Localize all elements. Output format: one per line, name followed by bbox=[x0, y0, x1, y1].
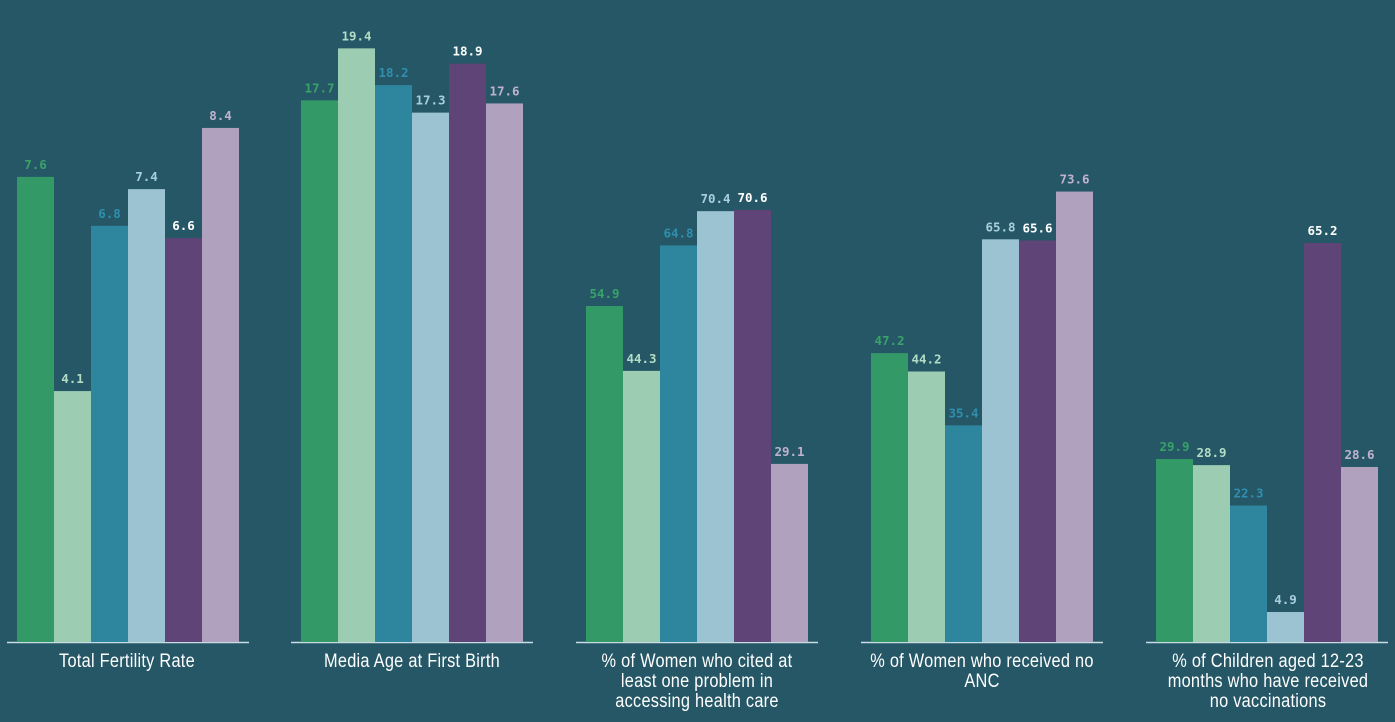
data-label-g4-s0: 29.9 bbox=[1159, 439, 1189, 454]
bar-g3-s3 bbox=[982, 239, 1019, 642]
bar-g4-s4 bbox=[1304, 242, 1341, 642]
bar-g0-s4 bbox=[165, 238, 202, 642]
data-label-g1-s1: 19.4 bbox=[341, 28, 371, 43]
bar-g1-s4 bbox=[449, 63, 486, 643]
bar-g0-s1 bbox=[54, 391, 91, 642]
data-label-g4-s3: 4.9 bbox=[1274, 592, 1297, 607]
bar-g3-s4 bbox=[1019, 240, 1056, 642]
bar-g0-s2 bbox=[91, 225, 128, 642]
bar-g2-s0 bbox=[586, 306, 623, 642]
bar-g4-s1 bbox=[1193, 465, 1230, 642]
bar-g3-s2 bbox=[945, 425, 982, 642]
bar-g1-s0 bbox=[301, 100, 338, 642]
data-label-g1-s5: 17.6 bbox=[489, 83, 519, 98]
bar-g3-s0 bbox=[871, 353, 908, 642]
category-label-3: % of Women who received no ANC bbox=[870, 651, 1094, 692]
category-label-4: % of Children aged 12-23 months who have… bbox=[1167, 651, 1369, 712]
data-label-g4-s4: 65.2 bbox=[1307, 223, 1337, 238]
data-label-g2-s3: 70.4 bbox=[700, 191, 730, 206]
data-label-g4-s2: 22.3 bbox=[1233, 486, 1263, 501]
data-label-g3-s5: 73.6 bbox=[1059, 172, 1089, 187]
bar-g0-s0 bbox=[17, 176, 54, 642]
bar-g2-s5 bbox=[771, 463, 808, 642]
data-label-g2-s1: 44.3 bbox=[626, 351, 656, 366]
data-label-g1-s2: 18.2 bbox=[378, 65, 408, 80]
data-label-g0-s1: 4.1 bbox=[61, 371, 84, 386]
bar-g2-s3 bbox=[697, 211, 734, 643]
data-label-g3-s1: 44.2 bbox=[911, 351, 941, 366]
bar-g2-s4 bbox=[734, 209, 771, 643]
data-label-g0-s3: 7.4 bbox=[135, 169, 158, 184]
bar-g1-s2 bbox=[375, 85, 412, 642]
data-label-g3-s4: 65.6 bbox=[1022, 221, 1052, 236]
data-label-g3-s2: 35.4 bbox=[948, 405, 978, 420]
data-label-g2-s4: 70.6 bbox=[737, 190, 767, 205]
data-label-g0-s5: 8.4 bbox=[209, 108, 232, 123]
bar-g4-s3 bbox=[1267, 612, 1304, 642]
bar-g0-s5 bbox=[202, 127, 239, 643]
category-label-1: Media Age at First Birth bbox=[323, 651, 501, 672]
data-label-g2-s0: 54.9 bbox=[589, 286, 619, 301]
data-label-g4-s1: 28.9 bbox=[1196, 445, 1226, 460]
data-label-g0-s2: 6.8 bbox=[98, 206, 121, 221]
category-label-2: % of Women who cited at least one proble… bbox=[601, 651, 793, 712]
data-label-g4-s5: 28.6 bbox=[1344, 447, 1374, 462]
bar-g0-s3 bbox=[128, 189, 165, 642]
data-label-g0-s4: 6.6 bbox=[172, 218, 195, 233]
bar-g2-s1 bbox=[623, 370, 660, 642]
data-label-g1-s4: 18.9 bbox=[452, 44, 482, 59]
data-label-g3-s0: 47.2 bbox=[874, 333, 904, 348]
bar-g4-s2 bbox=[1230, 505, 1267, 642]
bar-g1-s3 bbox=[412, 112, 449, 643]
data-label-g1-s0: 17.7 bbox=[304, 80, 334, 95]
bar-g1-s1 bbox=[338, 48, 375, 643]
bar-g3-s5 bbox=[1056, 191, 1093, 642]
category-label-0: Total Fertility Rate bbox=[59, 651, 195, 672]
bar-g2-s2 bbox=[660, 245, 697, 642]
bar-g3-s1 bbox=[908, 371, 945, 642]
bar-g4-s0 bbox=[1156, 459, 1193, 642]
data-label-g3-s3: 65.8 bbox=[985, 219, 1015, 234]
bar-g1-s5 bbox=[486, 103, 523, 642]
bar-g4-s5 bbox=[1341, 466, 1378, 642]
data-label-g2-s2: 64.8 bbox=[663, 225, 693, 240]
data-label-g2-s5: 29.1 bbox=[774, 444, 804, 459]
data-label-g0-s0: 7.6 bbox=[24, 157, 47, 172]
data-label-g1-s3: 17.3 bbox=[415, 93, 445, 108]
